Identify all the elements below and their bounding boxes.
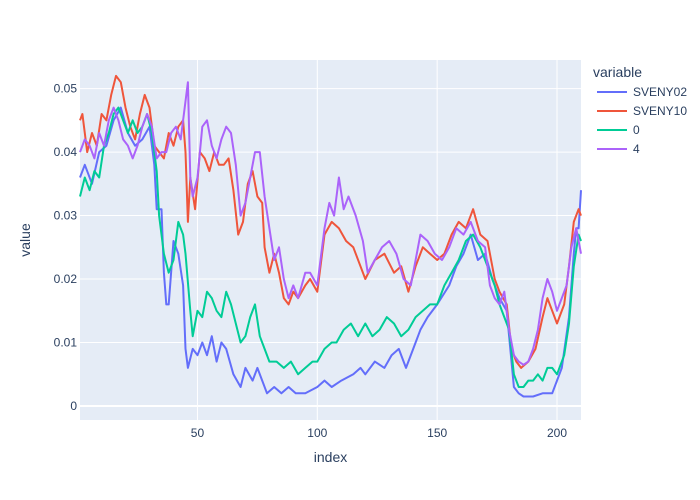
legend-label: SVENY10 xyxy=(633,104,687,118)
y-tick-label: 0.05 xyxy=(54,82,78,96)
series-line-4 xyxy=(79,81,582,366)
legend-title: variable xyxy=(593,64,642,80)
x-tick-labels: 50 100 150 200 xyxy=(191,426,568,440)
legend-label: SVENY02 xyxy=(633,85,687,99)
x-axis-title: index xyxy=(314,449,347,465)
legend-item-SVENY02[interactable]: SVENY02 xyxy=(597,85,687,99)
x-tick-label: 150 xyxy=(427,426,447,440)
series-lines xyxy=(79,74,582,398)
y-tick-labels: 0 0.01 0.02 0.03 0.04 0.05 xyxy=(54,82,78,413)
x-tick-label: 200 xyxy=(547,426,567,440)
y-tick-label: 0.03 xyxy=(54,209,78,223)
legend-item-SVENY10[interactable]: SVENY10 xyxy=(597,104,687,118)
legend-label: 0 xyxy=(633,123,640,137)
y-tick-label: 0.01 xyxy=(54,336,78,350)
legend[interactable]: variable SVENY02 SVENY10 0 4 xyxy=(593,64,687,156)
legend-item-0[interactable]: 0 xyxy=(597,123,640,137)
series-line-SVENY10 xyxy=(79,74,582,369)
x-tick-label: 50 xyxy=(191,426,205,440)
x-tick-label: 100 xyxy=(307,426,327,440)
y-axis-title: value xyxy=(17,223,33,257)
legend-item-4[interactable]: 4 xyxy=(597,142,640,156)
legend-label: 4 xyxy=(633,142,640,156)
y-tick-label: 0.02 xyxy=(54,272,78,286)
y-tick-label: 0 xyxy=(70,399,77,413)
y-tick-label: 0.04 xyxy=(54,145,78,159)
plot-background xyxy=(80,60,581,420)
